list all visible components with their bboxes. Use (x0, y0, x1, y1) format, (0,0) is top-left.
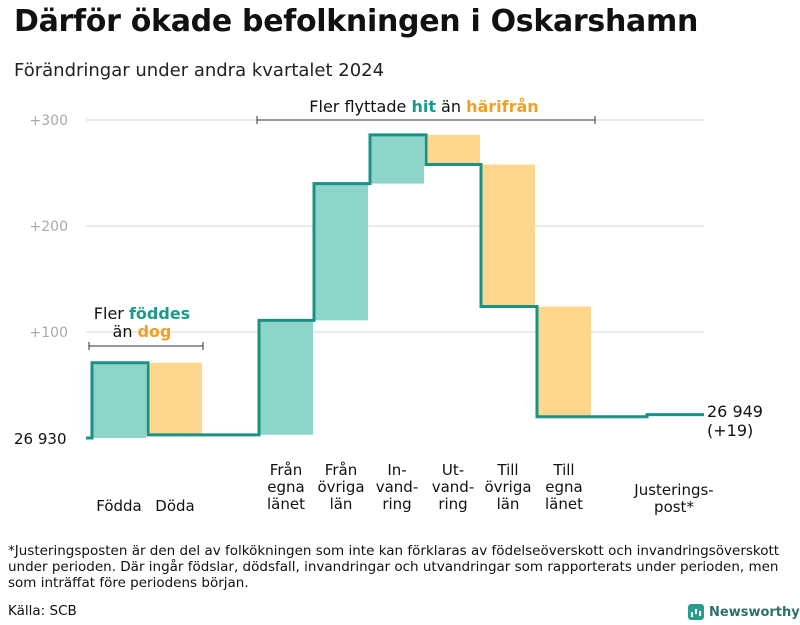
waterfall-chart: +100 +200 +300 26 930 26 949(+19) Födda Döda Fr… (14, 97, 763, 516)
category-label: post* (654, 498, 694, 516)
bar-6 (426, 134, 480, 165)
start-value-label: 26 930 (14, 430, 67, 448)
category-label: län (497, 495, 520, 513)
natural-annotation-line1: Fler föddes (94, 304, 190, 323)
running-total-line (86, 133, 704, 440)
category-label: vand- (432, 478, 475, 496)
category-label: Justerings- (633, 481, 713, 499)
bar-8 (537, 306, 591, 417)
category-label: Ut- (442, 461, 464, 479)
y-tick-label: +300 (30, 113, 68, 129)
category-label: övriga (484, 478, 531, 496)
category-label: egna (267, 478, 304, 496)
category-label: länet (545, 495, 583, 513)
annotation-text: än (113, 322, 138, 341)
bar-2 (148, 362, 202, 435)
category-label: Från (270, 461, 302, 479)
annotation-text: Fler flyttade (309, 97, 411, 116)
end-value-label: 26 949 (707, 402, 763, 421)
migration-annotation: Fler flyttade hit än härifrån (309, 97, 538, 116)
annotation-emphasis: föddes (129, 304, 190, 323)
annotation-emphasis: hit (411, 97, 436, 116)
footnote: *Justeringsposten är den del av folkökni… (8, 543, 780, 591)
brand-name: Newsworthy (709, 604, 800, 620)
category-label: ring (438, 495, 467, 513)
natural-annotation-line2: än dog (113, 322, 172, 341)
category-label: län (330, 495, 353, 513)
bar-chart-icon (688, 604, 704, 620)
annotation-text: Fler (94, 304, 129, 323)
category-label: Födda (96, 497, 142, 515)
bar-3 (259, 320, 313, 435)
chart-title: Därför ökade befolkningen i Oskarshamn (14, 4, 699, 39)
category-label: övriga (317, 478, 364, 496)
source-note: Källa: SCB (8, 603, 77, 619)
category-label: Från (325, 461, 357, 479)
chart-subtitle: Förändringar under andra kvartalet 2024 (14, 60, 385, 81)
bar-4 (314, 183, 368, 321)
category-label: vand- (376, 478, 419, 496)
annotation-emphasis: härifrån (466, 97, 539, 116)
y-tick-label: +200 (30, 219, 68, 235)
category-label: Till (496, 461, 518, 479)
category-label: In- (387, 461, 406, 479)
bar-1 (92, 362, 146, 438)
category-label: Till (552, 461, 574, 479)
bar-7 (481, 164, 535, 307)
bar-5 (370, 134, 424, 184)
category-label: ring (382, 495, 411, 513)
category-label: egna (545, 478, 582, 496)
end-change-label: (+19) (707, 421, 753, 440)
brand-logo[interactable]: Newsworthy (688, 604, 800, 620)
category-label: Döda (155, 497, 194, 515)
category-label: länet (267, 495, 305, 513)
annotation-emphasis: dog (138, 322, 172, 341)
y-tick-label: +100 (30, 325, 68, 341)
annotation-text: än (436, 97, 466, 116)
